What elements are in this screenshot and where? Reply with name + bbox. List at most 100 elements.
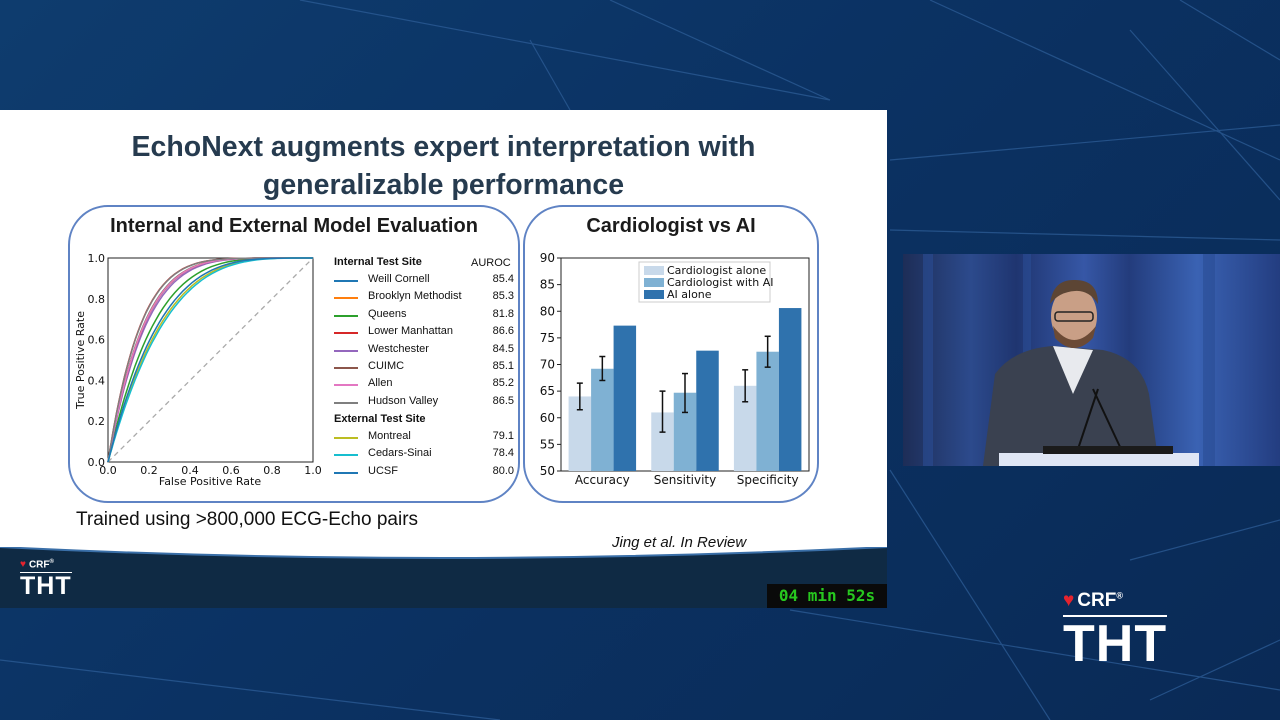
- legend-entry: Cedars-Sinai 78.4: [334, 447, 514, 464]
- legend-site-name: Weill Cornell: [368, 273, 430, 285]
- countdown-timer: 04 min 52s: [767, 584, 887, 608]
- slide-caption: Trained using >800,000 ECG-Echo pairs: [76, 509, 419, 530]
- legend-swatch: [334, 332, 358, 335]
- speaker-figure: [923, 254, 1215, 466]
- bar: [778, 308, 802, 471]
- legend-auroc-value: 86.6: [492, 325, 514, 338]
- slide-title: EchoNext augments expert interpretation …: [0, 128, 887, 204]
- slide-reg-mark: ®: [49, 559, 54, 565]
- slide-crf-text: CRF: [28, 559, 50, 571]
- bar: [756, 351, 779, 471]
- bar-y-tick: 80: [540, 304, 555, 318]
- roc-x-tick: 0.2: [140, 464, 158, 477]
- legend-entry: Queens 81.8: [334, 308, 514, 325]
- roc-x-tick: 0.6: [222, 464, 240, 477]
- bar-y-tick: 90: [540, 251, 555, 265]
- bar-legend-label: Cardiologist with AI: [667, 276, 774, 289]
- roc-y-tick: 0.0: [88, 456, 106, 469]
- external-site-heading: External Test Site: [334, 413, 426, 425]
- roc-curve: [107, 257, 313, 462]
- bar: [696, 350, 719, 471]
- legend-entry: Allen 85.2: [334, 377, 514, 394]
- legend-entry: Hudson Valley 86.5: [334, 395, 514, 412]
- roc-panel: Internal and External Model Evaluation 0…: [68, 205, 520, 503]
- slide-tht-text: THT: [20, 572, 72, 601]
- roc-diagonal: [107, 257, 314, 463]
- internal-site-heading: Internal Test Site: [334, 256, 422, 268]
- bar: [651, 412, 674, 471]
- bar: [568, 396, 592, 471]
- legend-auroc-value: 85.3: [492, 290, 514, 303]
- bar-chart: 50 55 60 65 70 75 80 85 90 Accuracy Sensitivity Spe…: [540, 251, 810, 487]
- legend-swatch: [334, 349, 358, 352]
- roc-curve: [107, 257, 313, 463]
- crf-logo-text: CRF: [1077, 590, 1117, 611]
- legend-auroc-value: 78.4: [492, 447, 514, 460]
- bar-y-tick: 60: [540, 411, 555, 425]
- legend-swatch: [334, 367, 358, 369]
- legend-site-name: Cedars-Sinai: [368, 447, 432, 460]
- legend-entry: UCSF 80.0: [334, 465, 514, 482]
- legend-auroc-value: 84.5: [492, 342, 514, 355]
- legend-site-name: Hudson Valley: [368, 394, 439, 407]
- roc-ylabel: True Positive Rate: [74, 311, 87, 410]
- slide-title-line1: EchoNext augments expert interpretation …: [131, 131, 756, 163]
- legend-site-name: Westchester: [368, 342, 429, 355]
- bar-legend-label: Cardiologist alone: [667, 264, 766, 277]
- legend-site-name: Allen: [368, 377, 393, 390]
- roc-x-tick: 0.8: [263, 464, 281, 477]
- bar-y-tick: 65: [540, 384, 555, 398]
- legend-auroc-value: 86.5: [492, 394, 514, 407]
- roc-panel-title: Internal and External Model Evaluation: [110, 215, 478, 237]
- legend-auroc-value: 85.2: [492, 377, 514, 390]
- slide-title-line2: generalizable performance: [262, 169, 625, 201]
- bar-legend-swatch: [644, 266, 664, 275]
- roc-x-tick: 1.0: [304, 464, 322, 477]
- roc-curves: [107, 257, 313, 463]
- legend-site-name: Montreal: [368, 430, 411, 442]
- reg-mark: ®: [1116, 590, 1123, 601]
- bar-y-tick: 85: [540, 278, 555, 292]
- slide-citation: Jing et al. In Review: [612, 534, 747, 551]
- crf-tht-logo: ♥ CRF® THT: [1063, 590, 1168, 673]
- roc-plot-frame: [107, 257, 314, 463]
- legend-auroc-value: 85.4: [492, 273, 514, 285]
- bar-category-label: Sensitivity: [654, 473, 716, 487]
- legend-site-name: Lower Manhattan: [368, 325, 453, 338]
- tht-logo-text: THT: [1063, 615, 1168, 673]
- roc-y-tick: 0.2: [88, 415, 106, 428]
- legend-auroc-value: 80.0: [492, 464, 514, 477]
- legend-entry: CUIMC 85.1: [334, 360, 514, 377]
- legend-swatch: [334, 437, 358, 439]
- presentation-slide: EchoNext augments expert interpretation …: [0, 110, 887, 608]
- legend-entry: Westchester 84.5: [334, 343, 514, 360]
- legend-entry: Lower Manhattan 86.6: [334, 325, 514, 342]
- legend-swatch: [334, 401, 358, 404]
- roc-x-tick: 0.0: [99, 464, 117, 477]
- bar-panel-title: Cardiologist vs AI: [586, 215, 756, 237]
- bar-y-tick: 75: [540, 331, 555, 345]
- roc-chart: 0.00.0 0.2 0.2 0.4 0.4 0.6 0.6 0.8 0.8 1.0 1.0 Fal…: [74, 252, 322, 488]
- roc-y-tick: 0.6: [88, 334, 106, 347]
- legend-swatch: [334, 297, 358, 300]
- slide-crf-logo: ♥ CRF® THT: [20, 559, 72, 599]
- bar-category-label: Accuracy: [575, 473, 630, 487]
- auroc-heading: AUROC: [471, 257, 511, 269]
- legend-swatch: [334, 454, 358, 457]
- legend-auroc-value: 81.8: [492, 307, 514, 320]
- legend-swatch: [334, 314, 358, 317]
- bar-axes: 50 55 60 65 70 75 80 85 90 Accuracy Sensitivity Spe…: [540, 251, 810, 487]
- bar: [733, 385, 757, 471]
- bar: [613, 325, 637, 471]
- legend-site-name: UCSF: [368, 464, 398, 477]
- legend-entry: Weill Cornell 85.4: [334, 273, 514, 290]
- heart-icon: ♥: [20, 559, 26, 571]
- bar: [591, 368, 614, 471]
- legend-site-name: Queens: [368, 307, 407, 320]
- legend-site-name: CUIMC: [368, 360, 405, 372]
- bar-category-label: Specificity: [737, 473, 799, 487]
- heart-icon: ♥: [1063, 590, 1075, 611]
- roc-y-tick: 1.0: [88, 252, 106, 265]
